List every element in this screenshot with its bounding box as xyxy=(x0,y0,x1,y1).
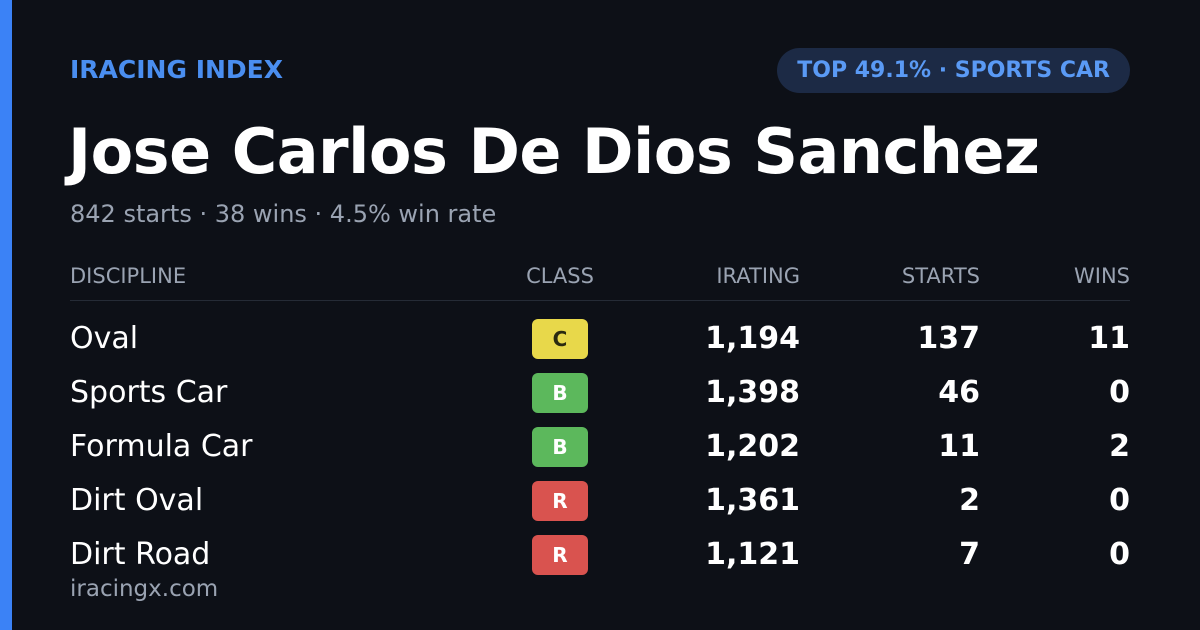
irating-cell: 1,202 xyxy=(705,429,800,464)
discipline-cell: Dirt Road xyxy=(70,537,211,572)
irating-cell: 1,194 xyxy=(705,321,800,356)
discipline-cell: Oval xyxy=(70,321,139,356)
column-header: CLASS xyxy=(526,264,594,288)
discipline-cell: Formula Car xyxy=(70,429,253,464)
starts-cell: 2 xyxy=(959,483,980,518)
wins-cell: 0 xyxy=(1109,483,1130,518)
driver-name: Jose Carlos De Dios Sanchez xyxy=(68,115,1040,188)
irating-cell: 1,398 xyxy=(705,375,800,410)
column-header: DISCIPLINE xyxy=(70,264,187,288)
starts-cell: 137 xyxy=(917,321,980,356)
discipline-cell: Sports Car xyxy=(70,375,228,410)
starts-cell: 11 xyxy=(938,429,980,464)
wins-cell: 2 xyxy=(1109,429,1130,464)
site-link: iracingx.com xyxy=(70,576,219,602)
class-badge: C xyxy=(532,319,588,359)
accent-stripe xyxy=(0,0,12,630)
brand: IRACING INDEX xyxy=(70,55,284,84)
wins-cell: 11 xyxy=(1088,321,1130,356)
irating-cell: 1,121 xyxy=(705,537,800,572)
discipline-cell: Dirt Oval xyxy=(70,483,204,518)
class-badge: B xyxy=(532,373,588,413)
class-badge: B xyxy=(532,427,588,467)
header-rule xyxy=(70,300,1130,301)
irating-cell: 1,361 xyxy=(705,483,800,518)
wins-cell: 0 xyxy=(1109,375,1130,410)
starts-cell: 7 xyxy=(959,537,980,572)
class-badge: R xyxy=(532,535,588,575)
column-header: WINS xyxy=(1074,264,1130,288)
driver-summary: 842 starts · 38 wins · 4.5% win rate xyxy=(70,200,497,228)
column-header: IRATING xyxy=(716,264,800,288)
class-badge: R xyxy=(532,481,588,521)
wins-cell: 0 xyxy=(1109,537,1130,572)
rank-badge: TOP 49.1% · SPORTS CAR xyxy=(777,48,1130,93)
starts-cell: 46 xyxy=(938,375,980,410)
column-header: STARTS xyxy=(901,264,980,288)
